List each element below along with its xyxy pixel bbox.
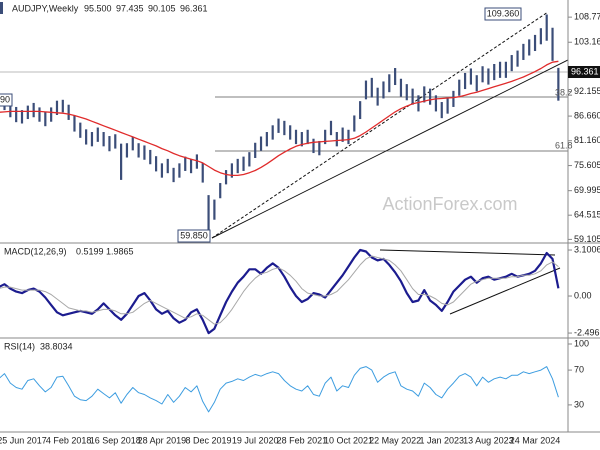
indicator-line (0, 255, 559, 325)
header-value: 97.435 (116, 3, 144, 13)
y-tick-label: 86.660 (574, 110, 600, 120)
trend-line (211, 59, 568, 239)
y-tick-label: -2.4969 (574, 327, 600, 337)
y-tick-label: 0.00 (574, 290, 592, 300)
header-value: 96.361 (180, 3, 208, 13)
annotation: 61.8 (555, 140, 573, 150)
x-tick-label: 24 Mar 2024 (510, 435, 561, 445)
y-tick-label: 64.515 (574, 210, 600, 220)
watermark: ActionForex.com (382, 194, 517, 214)
annotation: 59.850 (180, 230, 208, 240)
x-tick-label: 28 Feb 2021 (277, 435, 328, 445)
x-tick-label: 13 Aug 2023 (463, 435, 514, 445)
x-tick-label: 19 Jul 2020 (232, 435, 279, 445)
chart-title: AUDJPY,Weekly (12, 3, 79, 13)
moving-average (0, 60, 559, 177)
y-tick-label: 108.770 (574, 12, 600, 22)
x-tick-label: 22 May 2022 (369, 435, 421, 445)
x-tick-label: 25 Jun 2017 (0, 435, 47, 445)
annotation-box (484, 7, 522, 21)
panel-title: MACD(12,26,9) (4, 246, 67, 256)
x-tick-label: 28 Apr 2019 (138, 435, 187, 445)
y-tick-label: 69.995 (574, 185, 600, 195)
header-value: 38.8034 (40, 341, 73, 351)
header-value: 90.105 (148, 3, 176, 13)
annotation-box (177, 229, 211, 243)
x-tick-label: 16 Sep 2018 (90, 435, 141, 445)
header-value: 95.500 (84, 3, 112, 13)
trend-line (379, 249, 556, 256)
x-tick-label: 4 Feb 2018 (46, 435, 92, 445)
header-value: 1.9865 (106, 246, 134, 256)
y-tick-label: 3.1006 (574, 244, 600, 254)
y-tick-label: 92.155 (574, 86, 600, 96)
y-tick-label: 81.160 (574, 135, 600, 145)
symbol-icon (0, 2, 3, 14)
x-tick-label: 10 Oct 2021 (324, 435, 373, 445)
trend-line (211, 11, 549, 239)
trend-line (449, 267, 561, 315)
panel-title: RSI(14) (4, 341, 35, 351)
annotation: 109.360 (487, 8, 520, 18)
y-tick-label: 30 (574, 399, 584, 409)
x-tick-label: 8 Dec 2019 (186, 435, 232, 445)
y-tick-label: 70 (574, 364, 584, 374)
indicator-line (0, 366, 559, 413)
annotation: 96.361 (571, 66, 599, 76)
header-value: 0.5199 (76, 246, 104, 256)
y-tick-label: 103.160 (574, 37, 600, 47)
annotation: 38.2 (555, 87, 573, 97)
y-tick-label: 59.105 (574, 234, 600, 244)
y-tick-label: 100 (574, 338, 589, 348)
annotation-box (0, 93, 13, 107)
y-tick-label: 75.605 (574, 160, 600, 170)
annotation-box (568, 66, 600, 78)
x-tick-label: 1 Jan 2023 (419, 435, 464, 445)
annotation: 90 (0, 94, 10, 104)
plot-layer: ActionForex.com (0, 11, 568, 413)
